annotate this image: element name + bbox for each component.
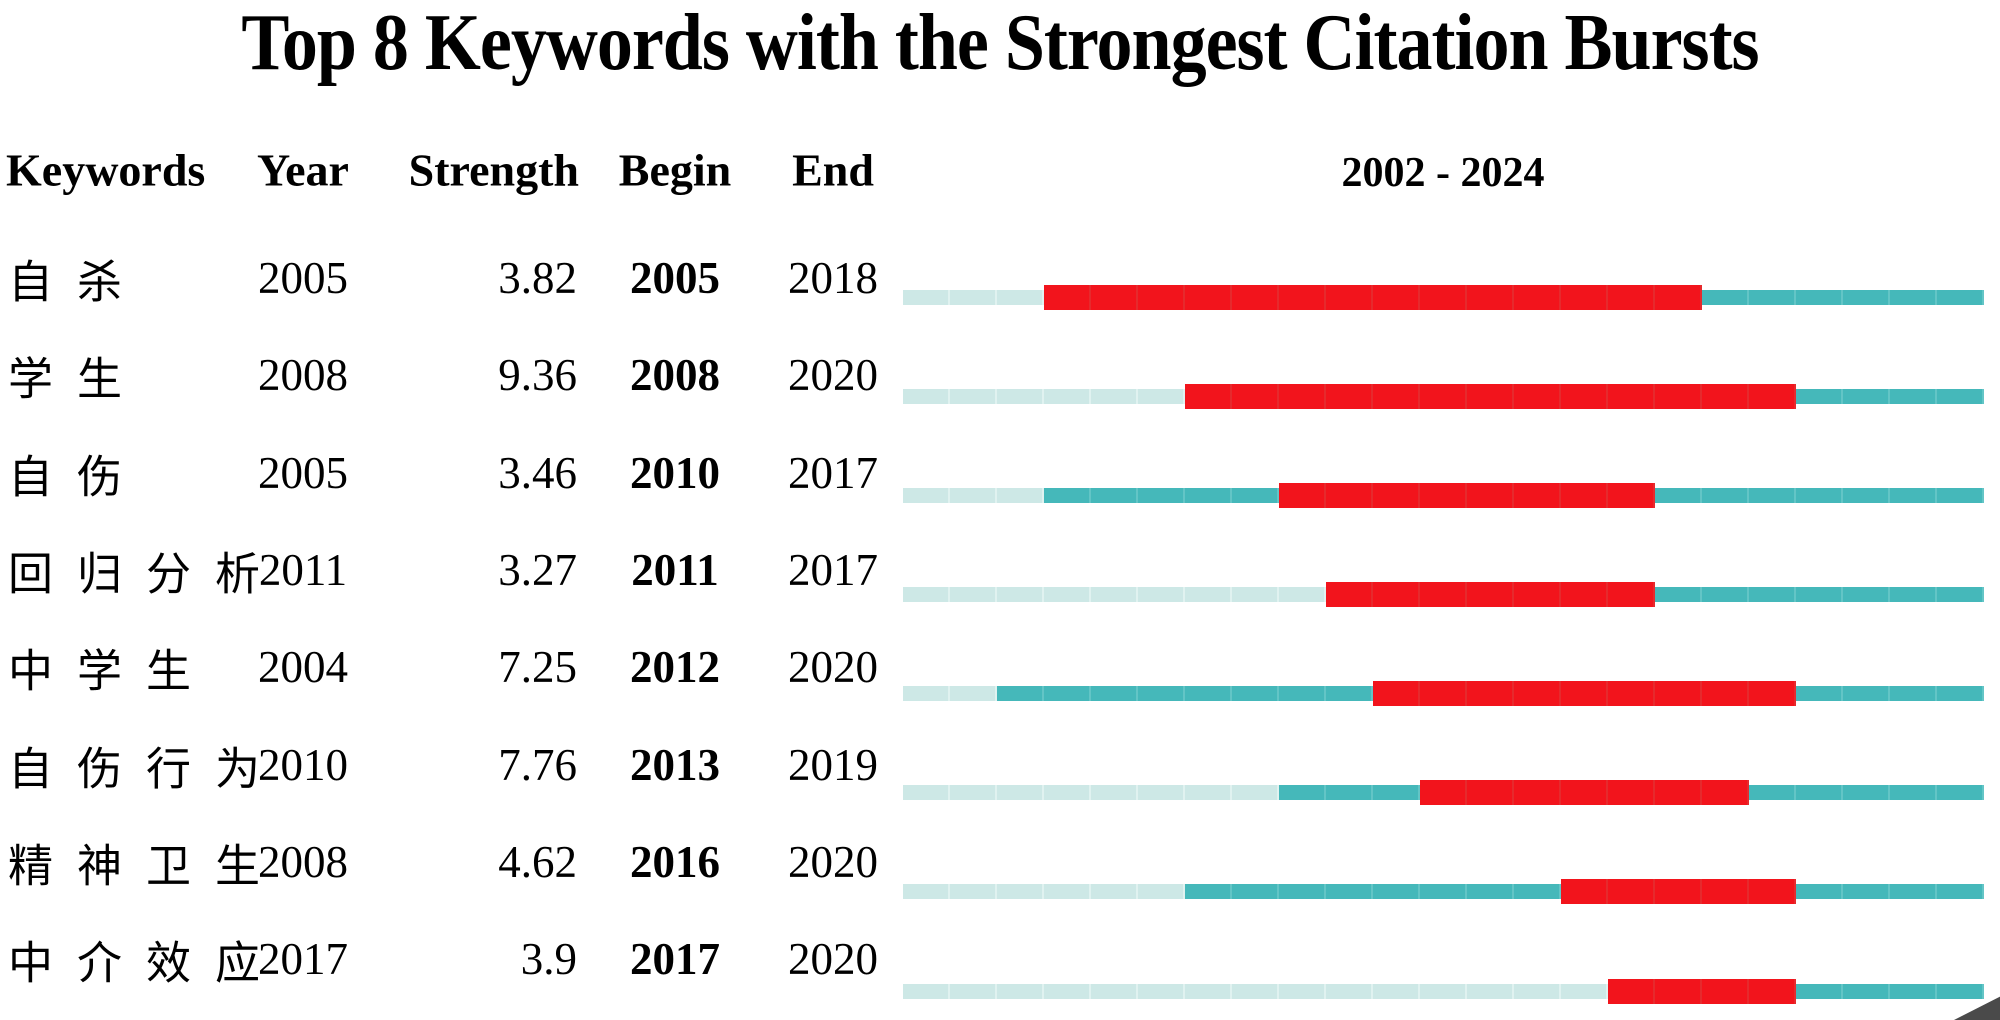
active-segment xyxy=(1185,884,1561,900)
inactive-segment xyxy=(903,487,1044,503)
row-year: 2017 xyxy=(258,934,348,985)
row-keyword: 学生 xyxy=(8,354,147,405)
burst-segment xyxy=(1326,581,1655,607)
burst-segment xyxy=(1608,978,1796,1004)
active-segment xyxy=(1044,487,1279,503)
inactive-segment xyxy=(903,289,1044,305)
row-year: 2004 xyxy=(258,642,348,693)
timeline-bar xyxy=(903,780,1984,806)
burst-segment xyxy=(1185,383,1796,409)
row-keyword: 中学生 xyxy=(8,646,216,697)
row-strength: 3.9 xyxy=(520,934,577,985)
row-keyword: 精神卫生 xyxy=(8,841,285,892)
burst-segment xyxy=(1044,284,1702,310)
row-year: 2005 xyxy=(258,253,348,303)
inactive-segment xyxy=(903,884,1185,900)
row-strength: 4.62 xyxy=(498,836,577,887)
row-keyword: 自伤 xyxy=(8,452,147,503)
row-keyword: 中介效应 xyxy=(8,938,285,989)
active-segment xyxy=(997,686,1373,702)
inactive-segment xyxy=(903,586,1326,602)
inactive-segment xyxy=(903,785,1279,801)
active-segment xyxy=(1655,487,1984,503)
active-segment xyxy=(1796,388,1984,404)
column-header-strength: Strength xyxy=(408,144,579,196)
row-strength: 9.36 xyxy=(498,350,577,401)
row-begin: 2005 xyxy=(630,253,720,303)
row-end: 2020 xyxy=(788,836,878,887)
inactive-segment xyxy=(903,983,1608,999)
burst-segment xyxy=(1420,780,1749,806)
row-strength: 7.76 xyxy=(498,739,577,790)
row-strength: 3.82 xyxy=(498,253,577,303)
row-begin: 2011 xyxy=(631,544,719,595)
row-end: 2020 xyxy=(788,642,878,693)
burst-segment xyxy=(1561,879,1796,905)
column-header-keywords: Keywords xyxy=(6,144,206,196)
timeline-bar xyxy=(903,284,1984,310)
timeline-bar xyxy=(903,681,1984,707)
row-strength: 7.25 xyxy=(498,642,577,693)
active-segment xyxy=(1749,785,1984,801)
row-begin: 2016 xyxy=(630,836,720,887)
row-year: 2008 xyxy=(258,350,348,401)
row-year: 2005 xyxy=(258,447,348,498)
burst-segment xyxy=(1373,681,1796,707)
row-end: 2017 xyxy=(788,447,878,498)
row-year: 2010 xyxy=(258,739,348,790)
chart-title: Top 8 Keywords with the Strongest Citati… xyxy=(241,0,1759,87)
row-end: 2020 xyxy=(788,934,878,985)
row-begin: 2017 xyxy=(630,934,720,985)
inactive-segment xyxy=(903,388,1185,404)
active-segment xyxy=(1655,586,1984,602)
timeline-period-label: 2002 - 2024 xyxy=(1341,150,1545,196)
column-header-year: Year xyxy=(257,144,349,196)
active-segment xyxy=(1279,785,1420,801)
row-year: 2008 xyxy=(258,836,348,887)
timeline-bar xyxy=(903,482,1984,508)
row-year: 2011 xyxy=(258,544,348,595)
timeline-bar xyxy=(903,581,1984,607)
row-end: 2018 xyxy=(788,253,878,303)
row-strength: 3.46 xyxy=(498,447,577,498)
row-begin: 2013 xyxy=(630,739,720,790)
timeline-bar xyxy=(903,978,1984,1004)
row-strength: 3.27 xyxy=(498,544,577,595)
column-header-end: End xyxy=(792,144,874,196)
row-end: 2017 xyxy=(788,544,878,595)
row-keyword: 自伤行为 xyxy=(8,744,285,794)
timeline-bar xyxy=(903,879,1984,905)
active-segment xyxy=(1702,289,1984,305)
row-begin: 2012 xyxy=(630,642,720,693)
active-segment xyxy=(1796,884,1984,900)
inactive-segment xyxy=(903,686,997,702)
column-header-begin: Begin xyxy=(618,144,732,196)
row-keyword: 自杀 xyxy=(8,257,147,308)
timeline-bar xyxy=(903,383,1984,409)
row-end: 2019 xyxy=(788,739,878,790)
row-end: 2020 xyxy=(788,350,878,401)
row-begin: 2008 xyxy=(630,350,720,401)
active-segment xyxy=(1796,686,1984,702)
row-keyword: 回归分析 xyxy=(8,549,285,600)
active-segment xyxy=(1796,983,1984,999)
burst-segment xyxy=(1279,482,1655,508)
row-begin: 2010 xyxy=(630,447,720,498)
